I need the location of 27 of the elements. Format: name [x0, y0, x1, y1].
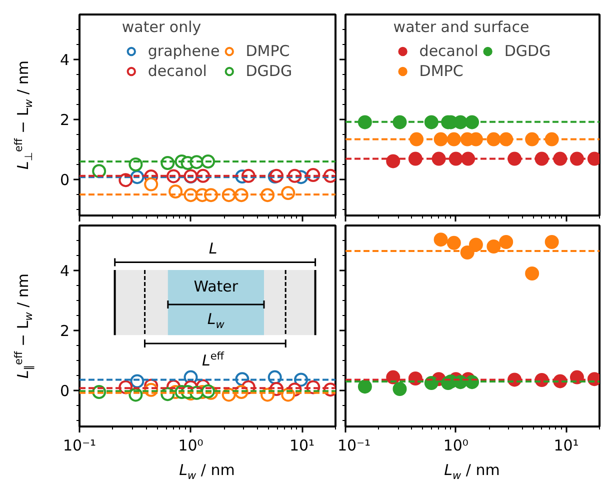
x-tick-label: 10⁻¹	[62, 436, 96, 454]
y-tick-label: 0	[60, 382, 70, 400]
x-tick-label: 10¹	[554, 436, 579, 454]
legend-label: decanol	[148, 62, 207, 80]
annotation: Water	[194, 277, 238, 295]
y-tick-label: 2	[60, 111, 70, 129]
annotation: L$^{eff}$	[202, 350, 224, 370]
legend-title: water only	[122, 18, 202, 36]
x-tick-label: 10⁰	[178, 436, 204, 454]
y-tick-label: 4	[60, 262, 70, 280]
x-tick-label: 10¹	[289, 436, 315, 454]
y-tick-label: 4	[60, 51, 70, 69]
x-axis-title: L$_{w}$ / nm	[179, 460, 235, 482]
annotation: L	[208, 240, 218, 258]
annotation: L$_{w}$	[207, 310, 224, 331]
legend-label: DMPC	[246, 42, 290, 60]
legend-label: DGDG	[504, 42, 551, 60]
legend-label: DGDG	[246, 62, 292, 80]
legend-label: decanol	[419, 42, 478, 60]
y-tick-label: 0	[60, 171, 70, 189]
y-tick-label: 2	[60, 322, 70, 340]
x-tick-label: 10⁻¹	[338, 436, 371, 454]
legend-title: water and surface	[393, 18, 530, 36]
x-tick-label: 10⁰	[443, 436, 468, 454]
x-axis-title: L$_{w}$ / nm	[444, 460, 500, 482]
legend-label: DMPC	[419, 62, 464, 80]
legend-label: graphene	[148, 42, 220, 60]
